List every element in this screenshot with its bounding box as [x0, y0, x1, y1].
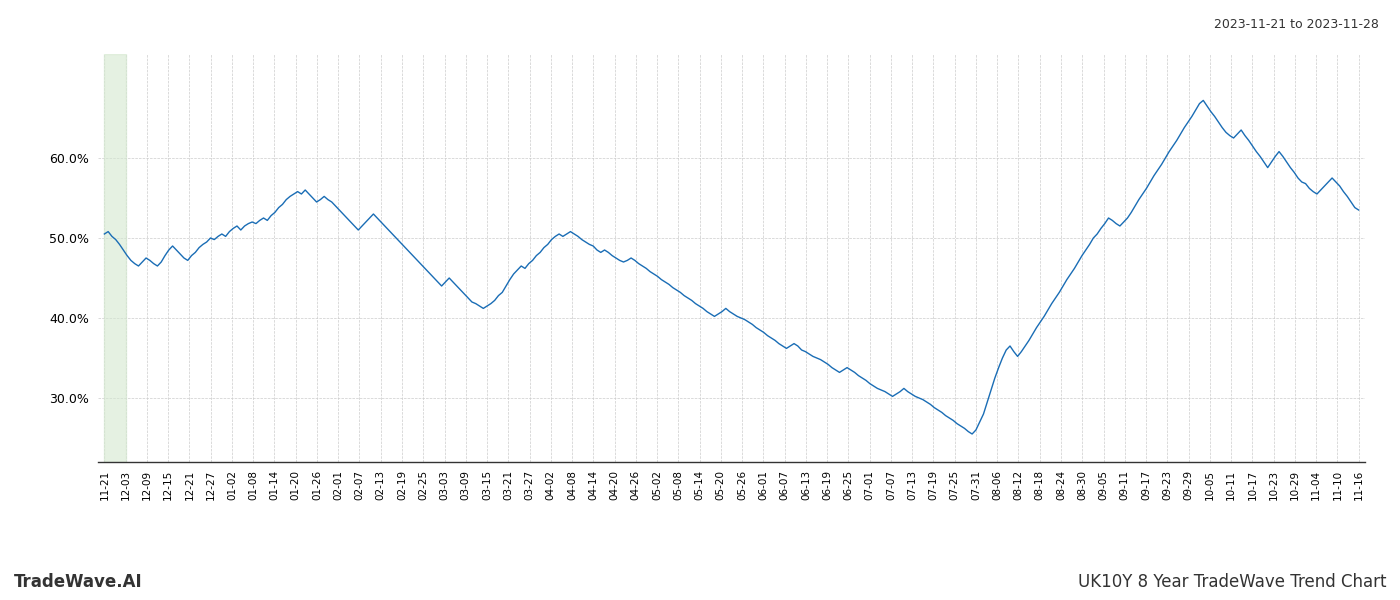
- Text: UK10Y 8 Year TradeWave Trend Chart: UK10Y 8 Year TradeWave Trend Chart: [1078, 573, 1386, 591]
- Text: 2023-11-21 to 2023-11-28: 2023-11-21 to 2023-11-28: [1214, 18, 1379, 31]
- Bar: [105, 54, 126, 462]
- Text: TradeWave.AI: TradeWave.AI: [14, 573, 143, 591]
